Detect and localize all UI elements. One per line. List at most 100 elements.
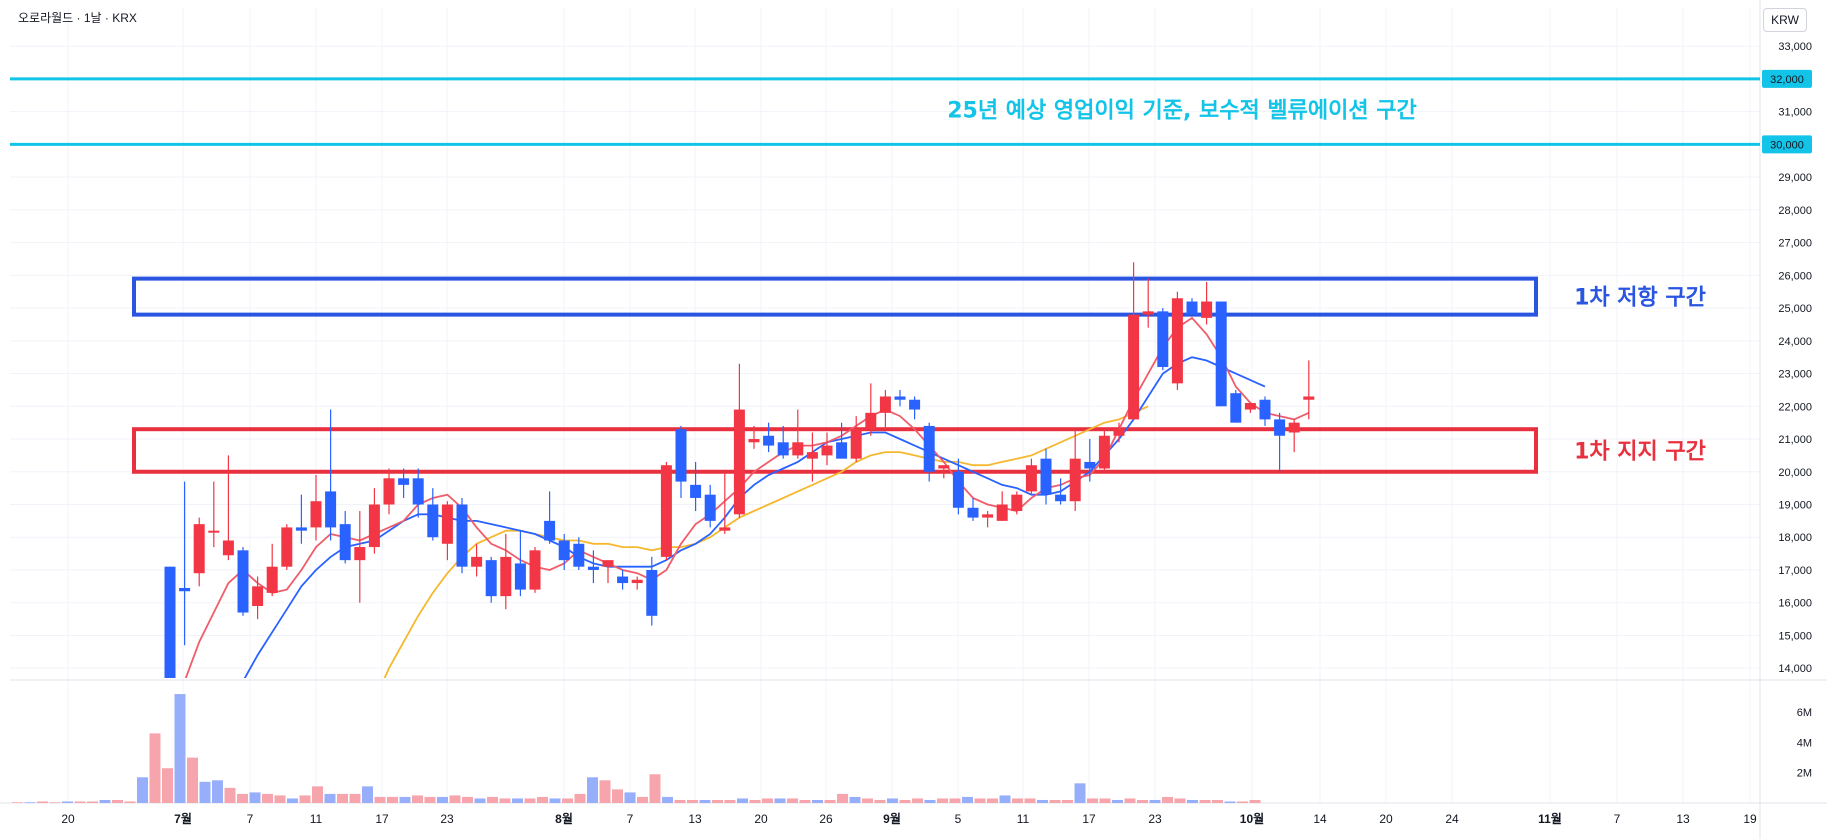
volume-bar — [137, 777, 148, 803]
volume-bar — [1037, 799, 1048, 803]
y-tick-label: 23,000 — [1778, 369, 1812, 381]
volume-bar — [912, 798, 923, 803]
y-tick-label: 33,000 — [1778, 41, 1812, 53]
candle-body — [471, 556, 483, 567]
volume-tick-label: 2M — [1797, 768, 1812, 780]
candle-body — [1055, 494, 1067, 502]
candle-body — [544, 520, 556, 541]
candle-body — [573, 543, 585, 567]
volume-bar — [1074, 783, 1086, 803]
volume-bar — [1024, 798, 1036, 803]
y-tick-label: 18,000 — [1778, 532, 1812, 544]
level-price-tag — [1762, 135, 1812, 154]
volume-bar — [462, 796, 473, 803]
candle-body — [952, 471, 964, 508]
volume-bar — [512, 798, 523, 803]
volume-bar — [174, 694, 186, 803]
volume-bar — [224, 787, 236, 803]
candle-body — [1244, 403, 1256, 410]
y-tick-label: 29,000 — [1778, 172, 1812, 184]
candle-body — [777, 442, 789, 456]
volume-bar — [649, 774, 661, 803]
candle-body — [1084, 461, 1096, 469]
candle-body — [354, 547, 366, 561]
y-tick-label: 21,000 — [1778, 434, 1812, 446]
volume-bar — [1224, 801, 1236, 803]
volume-bar — [237, 793, 248, 803]
y-tick-label: 14,000 — [1778, 663, 1812, 675]
support-zone-label: 1차 지지 구간 — [1574, 439, 1706, 464]
y-tick-label: 31,000 — [1778, 107, 1812, 119]
volume-bar — [874, 799, 886, 803]
volume-bar — [999, 795, 1011, 803]
candle-body — [704, 494, 716, 521]
volume-bar — [1099, 798, 1111, 803]
y-tick-label: 20,000 — [1778, 467, 1812, 479]
x-tick-label: 20 — [61, 812, 75, 826]
volume-bar — [562, 798, 573, 803]
currency-button[interactable]: KRW — [1763, 8, 1807, 32]
volume-bar — [99, 799, 111, 803]
volume-bar — [1212, 799, 1223, 803]
volume-bar — [937, 798, 948, 803]
volume-tick-label: 4M — [1797, 737, 1812, 749]
volume-bar — [87, 801, 98, 803]
volume-bar — [374, 796, 386, 803]
volume-bar — [812, 799, 823, 803]
valuation-zone-label: 25년 예상 영업이익 기준, 보수적 벨류에이션 구간 — [947, 99, 1417, 124]
volume-bar — [674, 799, 686, 803]
candle-body — [763, 435, 775, 446]
candle-body — [1142, 311, 1154, 315]
candle-body — [1040, 458, 1052, 495]
volume-bar — [24, 802, 36, 803]
volume-bar — [737, 798, 748, 803]
candle-body — [690, 484, 702, 498]
candle-body — [529, 550, 541, 590]
candle-body — [1069, 458, 1081, 502]
candle-body — [909, 399, 921, 410]
volume-bar — [787, 798, 798, 803]
volume-bar — [287, 798, 298, 803]
volume-bar — [599, 780, 611, 803]
volume-bar — [149, 733, 161, 803]
x-tick-label: 13 — [1676, 812, 1690, 826]
candle-body — [485, 560, 497, 597]
volume-bar — [1237, 801, 1248, 803]
candle-body — [179, 587, 191, 592]
x-tick-label: 7 — [247, 812, 254, 826]
volume-bar — [262, 793, 273, 803]
x-tick-label: 7월 — [174, 811, 192, 826]
y-tick-label: 28,000 — [1778, 205, 1812, 217]
x-tick-label: 8월 — [555, 811, 573, 826]
volume-bar — [587, 777, 598, 803]
x-tick-label: 19 — [1743, 812, 1757, 826]
volume-bar — [549, 798, 561, 803]
candle-body — [865, 412, 877, 430]
candle-body — [894, 396, 906, 400]
y-tick-label: 26,000 — [1778, 270, 1812, 282]
candle-body — [222, 540, 234, 556]
volume-bar — [1162, 796, 1173, 803]
resistance-zone-box — [132, 276, 1538, 317]
volume-bar — [1137, 799, 1148, 803]
volume-bar — [774, 798, 786, 803]
candle-body — [1288, 422, 1300, 433]
candle-body — [1215, 301, 1227, 407]
volume-bar — [974, 798, 986, 803]
level-price-label: 32,000 — [1770, 74, 1804, 86]
candle-body — [646, 569, 658, 616]
volume-bar — [1199, 799, 1211, 803]
x-tick-label: 24 — [1445, 812, 1459, 826]
x-tick-label: 5 — [955, 812, 962, 826]
candle-body — [339, 524, 351, 561]
candle-body — [1113, 429, 1125, 436]
candle-body — [1157, 311, 1169, 368]
candle-body — [938, 465, 950, 469]
candle-body — [792, 442, 804, 456]
level-price-tag — [1762, 69, 1812, 88]
candle-body — [1098, 435, 1110, 469]
x-tick-label: 7 — [627, 812, 634, 826]
volume-bar — [962, 796, 973, 803]
volume-bar — [187, 757, 198, 803]
